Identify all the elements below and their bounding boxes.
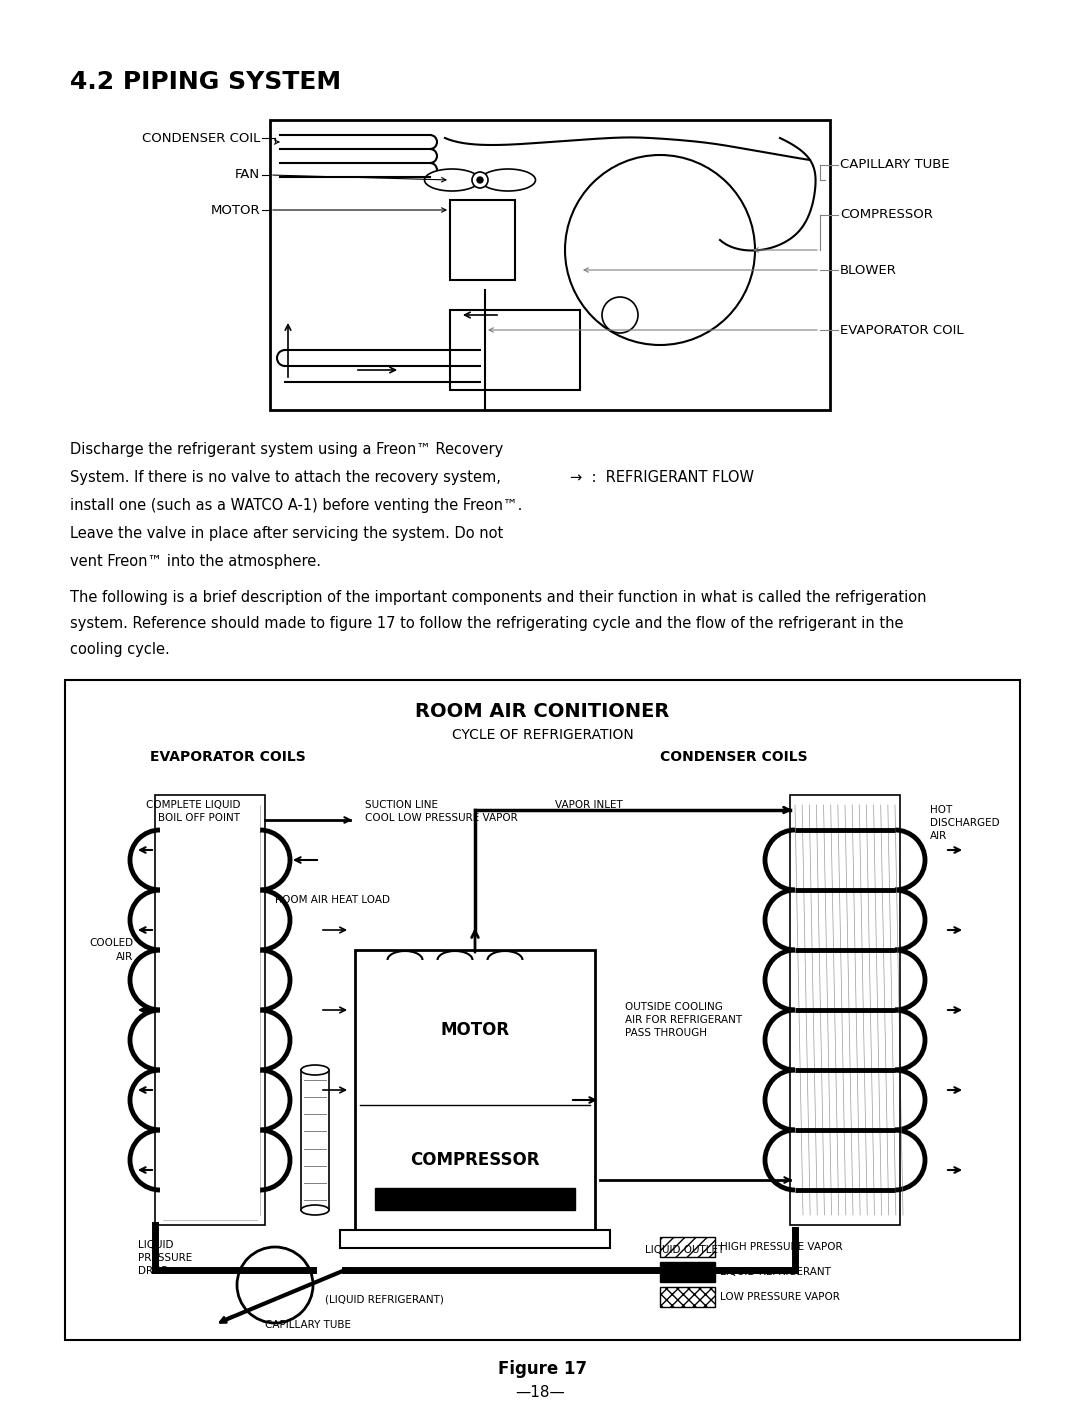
- Text: OIL: OIL: [464, 1215, 485, 1225]
- Circle shape: [472, 171, 488, 188]
- Text: LIQUID OUTLET: LIQUID OUTLET: [645, 1245, 725, 1255]
- Text: MOTOR: MOTOR: [211, 204, 260, 216]
- Bar: [156, 795, 265, 1225]
- Text: The following is a brief description of the important components and their funct: The following is a brief description of …: [70, 590, 927, 606]
- Text: Discharge the refrigerant system using a Freon™ Recovery: Discharge the refrigerant system using a…: [70, 443, 503, 457]
- Text: CONDENSER COILS: CONDENSER COILS: [660, 750, 808, 764]
- Ellipse shape: [301, 1065, 329, 1075]
- Text: BLOWER: BLOWER: [840, 264, 896, 277]
- Bar: [375, 1189, 575, 1210]
- Text: MOTOR: MOTOR: [441, 1021, 510, 1040]
- Text: ROOM AIR CONITIONER: ROOM AIR CONITIONER: [416, 702, 670, 721]
- Bar: [301, 1071, 329, 1210]
- Text: —18—: —18—: [515, 1385, 565, 1399]
- Text: LIQUID REFRIGERANT: LIQUID REFRIGERANT: [720, 1267, 831, 1277]
- Bar: [340, 1229, 610, 1248]
- Text: COOLED
AIR: COOLED AIR: [89, 939, 133, 961]
- Text: OUTSIDE COOLING
AIR FOR REFRIGERANT
PASS THROUGH: OUTSIDE COOLING AIR FOR REFRIGERANT PASS…: [625, 1002, 742, 1038]
- Text: LOW PRESSURE VAPOR: LOW PRESSURE VAPOR: [720, 1293, 840, 1302]
- Text: 4.2 PIPING SYSTEM: 4.2 PIPING SYSTEM: [70, 70, 341, 94]
- Text: ROOM AIR HEAT LOAD: ROOM AIR HEAT LOAD: [275, 895, 390, 905]
- Text: HIGH PRESSURE VAPOR: HIGH PRESSURE VAPOR: [720, 1242, 842, 1252]
- Ellipse shape: [481, 169, 536, 191]
- Bar: [65, 680, 1020, 1340]
- Text: LIQUID
PRESSURE
DROP: LIQUID PRESSURE DROP: [138, 1241, 192, 1276]
- Bar: [789, 795, 900, 1225]
- Bar: [660, 1262, 715, 1281]
- Text: EVAPORATOR COILS: EVAPORATOR COILS: [150, 750, 306, 764]
- Text: COMPLETE LIQUID
BOIL OFF POINT: COMPLETE LIQUID BOIL OFF POINT: [146, 799, 240, 823]
- Text: HOT
DISCHARGED
AIR: HOT DISCHARGED AIR: [930, 805, 1000, 842]
- Text: vent Freon™ into the atmosphere.: vent Freon™ into the atmosphere.: [70, 554, 321, 569]
- Text: EVAPORATOR COIL: EVAPORATOR COIL: [840, 323, 963, 337]
- Text: →  :  REFRIGERANT FLOW: → : REFRIGERANT FLOW: [570, 471, 754, 485]
- Text: CYCLE OF REFRIGERATION: CYCLE OF REFRIGERATION: [451, 728, 633, 742]
- Text: system. Reference should made to figure 17 to follow the refrigerating cycle and: system. Reference should made to figure …: [70, 615, 904, 631]
- Text: Leave the valve in place after servicing the system. Do not: Leave the valve in place after servicing…: [70, 525, 503, 541]
- Text: FAN: FAN: [234, 169, 260, 181]
- Circle shape: [602, 296, 638, 333]
- Text: CAPILLARY TUBE: CAPILLARY TUBE: [265, 1321, 351, 1331]
- Circle shape: [237, 1248, 313, 1324]
- Bar: [450, 311, 580, 391]
- Circle shape: [477, 177, 483, 183]
- Text: VAPOR INLET: VAPOR INLET: [555, 799, 623, 811]
- Bar: [355, 950, 595, 1229]
- Text: install one (such as a WATCO A-1) before venting the Freon™.: install one (such as a WATCO A-1) before…: [70, 497, 523, 513]
- Bar: [660, 1287, 715, 1307]
- Ellipse shape: [424, 169, 480, 191]
- Text: COMPRESSOR: COMPRESSOR: [840, 208, 933, 222]
- Circle shape: [565, 155, 755, 346]
- Bar: [450, 200, 515, 280]
- Text: COMPRESSOR: COMPRESSOR: [410, 1151, 540, 1169]
- Text: CONDENSER COIL: CONDENSER COIL: [141, 132, 260, 145]
- Bar: [660, 1236, 715, 1257]
- Text: SUCTION LINE
COOL LOW PRESSURE VAPOR: SUCTION LINE COOL LOW PRESSURE VAPOR: [365, 799, 517, 823]
- Text: CAPILLARY TUBE: CAPILLARY TUBE: [840, 159, 949, 171]
- Text: (LIQUID REFRIGERANT): (LIQUID REFRIGERANT): [325, 1295, 444, 1305]
- Bar: [270, 119, 831, 410]
- Text: System. If there is no valve to attach the recovery system,: System. If there is no valve to attach t…: [70, 471, 501, 485]
- Bar: [160, 799, 260, 1220]
- Ellipse shape: [301, 1205, 329, 1215]
- Text: cooling cycle.: cooling cycle.: [70, 642, 170, 658]
- Text: Figure 17: Figure 17: [498, 1360, 588, 1378]
